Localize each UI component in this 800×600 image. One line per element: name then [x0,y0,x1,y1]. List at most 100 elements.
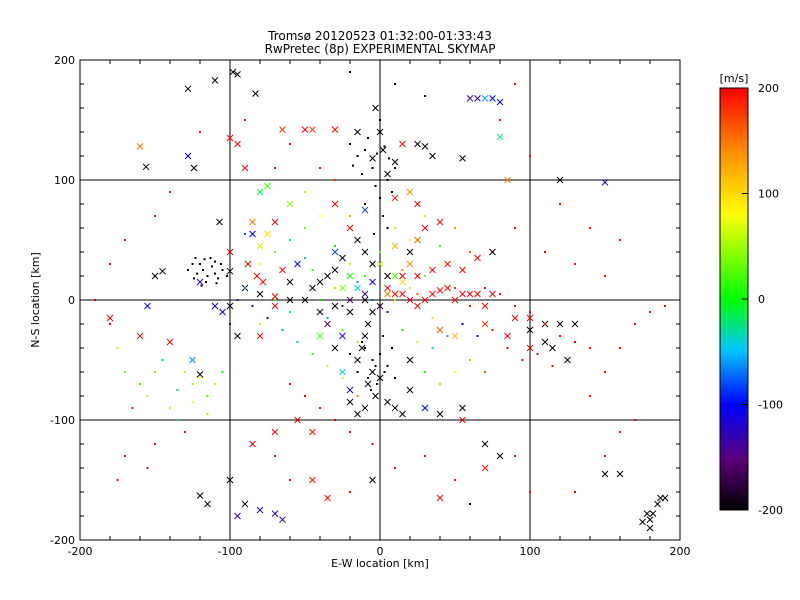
data-point-dot [499,293,501,295]
cross-stroke [151,272,159,280]
cross-stroke [391,290,399,298]
cross-stroke [244,260,252,268]
data-point-dot [319,167,321,169]
y-tick-label: 0 [68,294,75,307]
data-point-cross [369,368,376,376]
data-point-dot [281,329,284,331]
data-point-dot [484,371,486,373]
cross-stroke [391,158,399,166]
data-point-cross [406,386,414,394]
data-point-dot [356,371,359,373]
data-point-dot [371,167,374,169]
cross-stroke [399,410,406,418]
data-point-dot [394,467,396,469]
data-point-dot [289,239,291,241]
cross-stroke [406,386,414,394]
cross-stroke [369,476,376,484]
data-point-dot [146,395,149,397]
data-point-cross [556,320,564,328]
data-point-dot [319,299,321,301]
cross-stroke [564,356,571,364]
cross-stroke [271,218,279,226]
data-point-dot [376,383,378,385]
data-point-dot [251,305,254,307]
cross-stroke [211,77,219,84]
data-point-dot [289,383,291,385]
cross-stroke [391,404,399,412]
data-point-dot [379,119,381,121]
data-point-dot [289,311,291,313]
cross-stroke [354,284,361,292]
data-point-cross [354,356,361,364]
data-point-cross [384,170,391,178]
data-point-cross [339,284,346,292]
data-point-cross [376,128,384,136]
data-point-dot [124,455,126,457]
cross-stroke [226,302,234,310]
data-point-dot [491,329,494,331]
cross-stroke [142,163,150,171]
cross-stroke [271,510,279,517]
data-point-dot [367,137,369,139]
chart-title-line-1: Tromsø 20120523 01:32:00-01:33:43 [267,29,492,43]
data-point-dot [383,371,386,373]
data-point-dot [469,251,471,253]
x-tick-label: -200 [68,545,93,558]
cross-stroke [646,524,654,532]
data-point-dot [371,299,374,301]
data-point-cross [256,506,264,514]
cross-stroke [526,344,534,352]
data-point-cross [421,404,429,412]
cross-stroke [264,230,271,238]
data-point-cross [256,242,264,250]
cross-stroke [361,206,369,214]
data-point-dot [439,263,441,265]
cross-stroke [429,266,436,274]
cross-stroke [324,494,331,502]
data-point-dot [191,401,194,403]
colorbar-tick-label: 100 [758,188,779,201]
cross-stroke [264,182,271,190]
data-point-dot [461,323,464,325]
cross-stroke [481,95,489,102]
data-point-cross [541,338,549,346]
cross-stroke [481,302,489,310]
cross-stroke [309,284,316,292]
data-point-dot [191,383,194,385]
cross-stroke [556,176,564,184]
data-point-cross [339,332,346,340]
cross-stroke [451,332,459,340]
data-point-dot [619,431,621,433]
cross-stroke [639,518,646,526]
data-point-dot [349,263,351,265]
data-point-cross [436,410,444,418]
cross-stroke [361,332,369,340]
data-point-cross [271,428,279,436]
data-point-cross [391,290,399,298]
data-point-dot [416,341,419,343]
cross-stroke [384,170,391,178]
data-point-cross [654,500,661,508]
data-point-cross [249,230,256,238]
colorbar-tick-label: 200 [758,82,779,95]
cross-stroke [399,278,406,286]
cross-stroke [226,476,234,484]
cross-stroke [271,293,279,300]
data-point-dot [364,149,366,151]
data-point-cross [399,290,406,298]
data-point-dot [206,413,209,415]
data-point-dot [319,215,321,217]
data-point-cross [259,278,267,286]
data-point-cross [346,308,354,316]
cross-stroke [406,188,414,196]
cross-stroke [354,128,361,136]
data-point-dot [499,119,501,121]
data-point-cross [369,260,376,268]
cross-stroke [249,230,256,238]
data-point-dot [394,377,396,379]
data-point-dot [139,383,141,385]
cross-stroke [241,500,249,508]
data-point-dot [274,299,276,301]
data-point-dot [574,263,576,265]
data-point-cross [309,428,316,436]
